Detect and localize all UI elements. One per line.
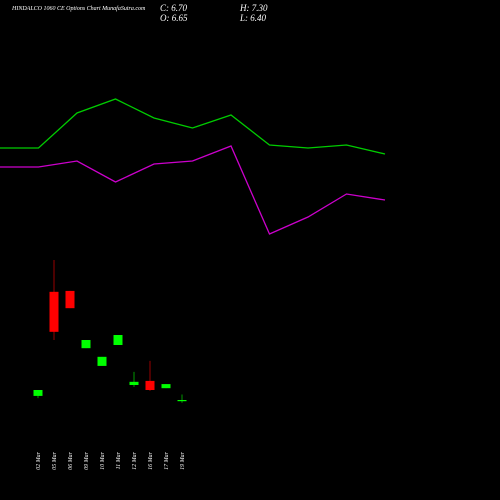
candle-body (129, 381, 139, 385)
x-tick-label: 19 Mar (180, 451, 186, 469)
x-tick-label: 11 Mar (116, 451, 122, 469)
candle-body (81, 340, 91, 349)
candle-body (145, 380, 155, 390)
candle-body (97, 356, 107, 366)
chart-title: HINDALCO 1060 CE Options Chart MunafaSut… (11, 5, 146, 12)
candle-body (49, 291, 59, 332)
candle-body (65, 290, 75, 309)
x-tick-label: 09 Mar (84, 451, 90, 469)
line (0, 98, 386, 155)
x-tick-label: 10 Mar (100, 451, 106, 469)
x-tick-label: 17 Mar (164, 451, 170, 469)
x-tick-label: 12 Mar (132, 451, 138, 469)
candle-body (113, 335, 123, 345)
x-tick-label: 05 Mar (52, 451, 58, 469)
readout: O: 6.65 (160, 13, 188, 23)
readout: H: 7.30 (239, 3, 268, 13)
readout: L: 6.40 (239, 13, 267, 23)
candle-body (33, 390, 43, 396)
x-tick-label: 06 Mar (68, 451, 74, 469)
readout: C: 6.70 (160, 3, 188, 13)
x-tick-label: 16 Mar (148, 451, 154, 469)
line (0, 145, 386, 235)
candle-body (161, 384, 171, 389)
candle-body (177, 400, 187, 402)
x-tick-label: 02 Mar (36, 451, 42, 469)
